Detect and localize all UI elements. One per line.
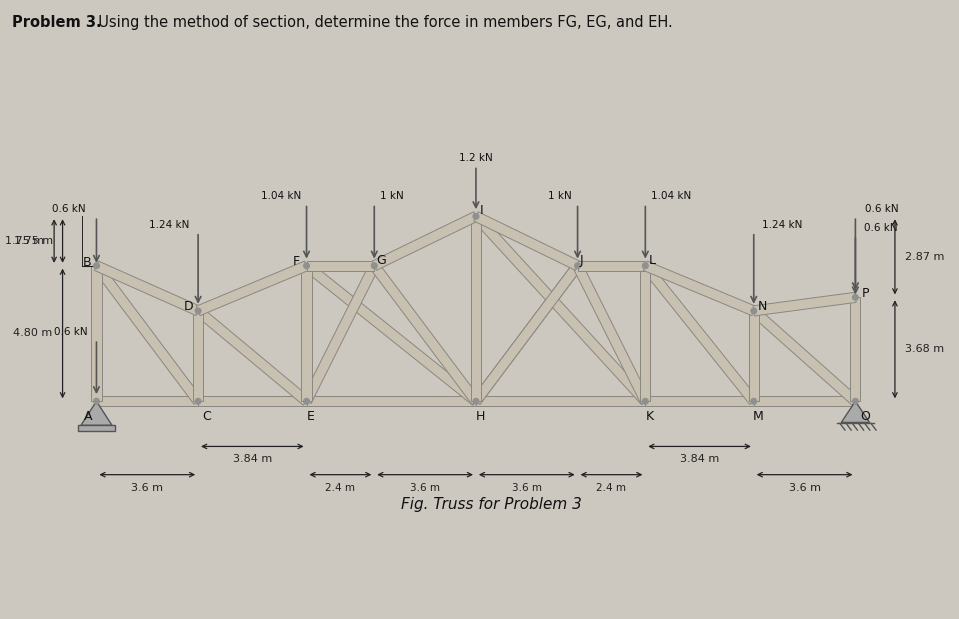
Polygon shape [753, 292, 856, 316]
Text: 3.84 m: 3.84 m [680, 454, 719, 464]
Text: D: D [183, 300, 193, 313]
Text: 4.80 m: 4.80 m [13, 329, 53, 339]
Circle shape [574, 263, 580, 269]
Polygon shape [573, 264, 650, 404]
Polygon shape [641, 266, 650, 401]
Polygon shape [750, 307, 858, 405]
Polygon shape [851, 297, 860, 401]
Text: H: H [476, 410, 485, 423]
Text: 0.6 kN: 0.6 kN [52, 204, 85, 214]
Circle shape [196, 308, 201, 314]
Polygon shape [749, 311, 759, 401]
Polygon shape [302, 264, 379, 404]
Text: J: J [580, 254, 584, 267]
Text: 2.4 m: 2.4 m [325, 483, 356, 493]
Polygon shape [642, 262, 758, 404]
Text: M: M [753, 410, 763, 423]
Circle shape [304, 399, 310, 404]
Polygon shape [471, 216, 481, 401]
Text: Fig. Truss for Problem 3: Fig. Truss for Problem 3 [401, 497, 582, 513]
Polygon shape [749, 311, 759, 401]
Polygon shape [476, 396, 645, 406]
Text: 3.68 m: 3.68 m [904, 344, 944, 354]
Circle shape [751, 308, 757, 314]
Text: 1.2 kN: 1.2 kN [459, 154, 493, 163]
Polygon shape [193, 311, 203, 401]
Text: N: N [758, 300, 767, 313]
Polygon shape [81, 401, 112, 425]
Text: 3.6 m: 3.6 m [512, 483, 542, 493]
Text: Problem 3.: Problem 3. [12, 15, 101, 30]
Text: 1 kN: 1 kN [380, 191, 404, 201]
Circle shape [94, 263, 100, 269]
Polygon shape [195, 307, 310, 405]
Text: P: P [861, 287, 869, 300]
Polygon shape [370, 262, 480, 404]
Text: 2.87 m: 2.87 m [904, 252, 945, 262]
Polygon shape [474, 212, 580, 271]
Text: O: O [860, 410, 870, 423]
Circle shape [371, 263, 377, 269]
Circle shape [853, 295, 858, 300]
Circle shape [853, 399, 858, 404]
Text: 3.6 m: 3.6 m [410, 483, 440, 493]
Text: 0.6 kN: 0.6 kN [865, 204, 899, 214]
Circle shape [751, 399, 757, 404]
Text: A: A [83, 410, 92, 423]
Polygon shape [472, 262, 582, 404]
Polygon shape [645, 396, 754, 406]
Text: B: B [82, 256, 91, 269]
Polygon shape [197, 261, 309, 316]
Polygon shape [754, 396, 855, 406]
Text: K: K [645, 410, 654, 423]
Text: 1.75 m: 1.75 m [5, 236, 44, 246]
Polygon shape [841, 401, 870, 422]
Polygon shape [94, 261, 200, 316]
Circle shape [473, 399, 479, 404]
Text: 1.24 kN: 1.24 kN [762, 220, 803, 230]
Text: 0.6 kN: 0.6 kN [864, 223, 898, 233]
Text: 3.6 m: 3.6 m [131, 483, 163, 493]
Text: I: I [480, 204, 483, 217]
Polygon shape [307, 396, 476, 406]
Text: 1 kN: 1 kN [549, 191, 572, 201]
Polygon shape [472, 262, 582, 404]
Bar [78, 425, 115, 431]
Polygon shape [307, 261, 374, 271]
Text: L: L [649, 254, 656, 267]
Polygon shape [301, 266, 312, 401]
Polygon shape [372, 212, 479, 271]
Polygon shape [303, 262, 480, 405]
Polygon shape [97, 396, 199, 406]
Text: 0.6 kN: 0.6 kN [55, 327, 88, 337]
Polygon shape [577, 261, 645, 271]
Text: Using the method of section, determine the force in members FG, EG, and EH.: Using the method of section, determine t… [89, 15, 673, 30]
Circle shape [643, 399, 648, 404]
Polygon shape [643, 261, 756, 316]
Polygon shape [641, 266, 650, 401]
Text: 1.04 kN: 1.04 kN [261, 191, 301, 201]
Circle shape [473, 214, 479, 219]
Circle shape [643, 263, 648, 269]
Polygon shape [91, 266, 102, 401]
Circle shape [304, 263, 310, 269]
Circle shape [196, 399, 201, 404]
Polygon shape [472, 213, 649, 405]
Text: 1.24 kN: 1.24 kN [150, 220, 190, 230]
Text: 3.84 m: 3.84 m [233, 454, 272, 464]
Polygon shape [199, 396, 307, 406]
Text: 1.04 kN: 1.04 kN [651, 191, 691, 201]
Text: 2.4 m: 2.4 m [596, 483, 626, 493]
Text: 1.75 m: 1.75 m [13, 236, 53, 246]
Text: F: F [293, 255, 300, 268]
Text: E: E [307, 410, 315, 423]
Polygon shape [92, 262, 202, 404]
Text: G: G [377, 254, 386, 267]
Text: 3.6 m: 3.6 m [788, 483, 821, 493]
Text: C: C [202, 410, 211, 423]
Circle shape [94, 399, 100, 404]
